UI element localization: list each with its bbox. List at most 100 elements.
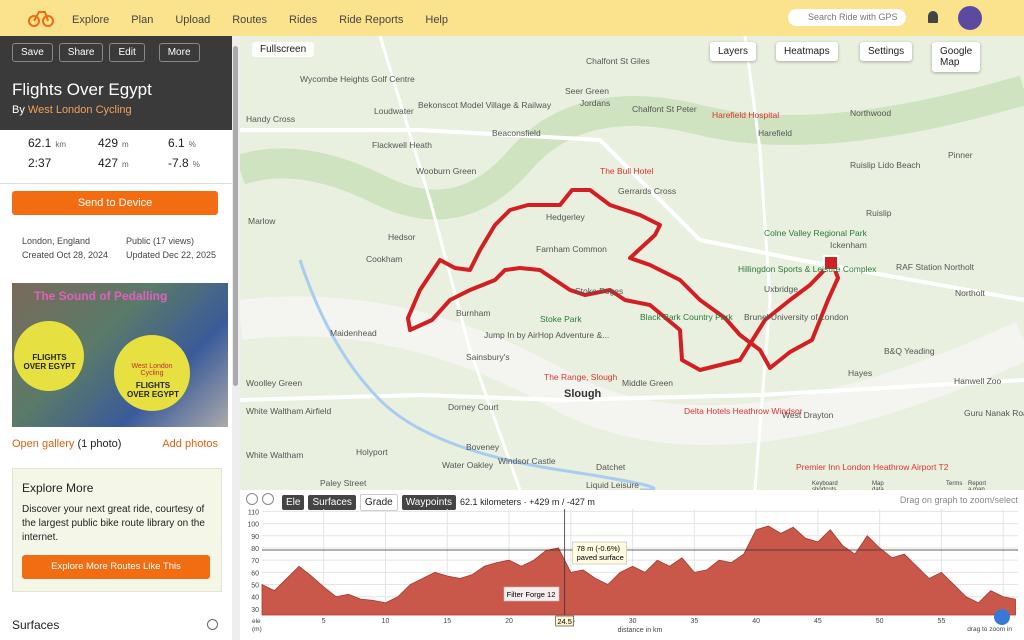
x-tick-label: 5 — [322, 618, 326, 625]
map-label: Harefield Hospital — [712, 110, 780, 120]
y-tick-label: 40 — [251, 595, 259, 602]
map-label: Paley Street — [320, 478, 367, 488]
elevation-tab[interactable]: Grade — [359, 494, 398, 511]
river — [298, 259, 656, 490]
toolbar-button[interactable]: More — [158, 43, 200, 62]
map-label: Pinner — [948, 150, 973, 160]
x-tick-label: 55 — [938, 618, 946, 625]
map-footer[interactable]: Terms — [946, 481, 963, 487]
map-label: Guru Nanak Road Gurdwara — [964, 408, 1024, 418]
search[interactable]: Search Ride with GPS — [788, 9, 906, 26]
photo-text: West London Cycling — [131, 363, 173, 377]
nav-item[interactable]: Routes — [232, 14, 268, 26]
collapse-button[interactable] — [246, 493, 258, 505]
map-label: Hedsor — [388, 232, 416, 242]
gallery: Open gallery (1 photo) — [12, 438, 121, 450]
map-label: Dorney Court — [448, 402, 499, 412]
nav-item[interactable]: Help — [425, 14, 448, 26]
nav-item[interactable]: Plan — [131, 14, 154, 26]
map-label: Harefield — [758, 128, 793, 138]
map-label: West Drayton — [782, 410, 834, 420]
nav-item[interactable]: Rides — [289, 14, 318, 26]
map-label: Holyport — [356, 447, 388, 457]
stat-value: 427 — [98, 156, 119, 170]
gallery-link[interactable]: Open gallery — [12, 438, 75, 450]
map-button[interactable]: Settings — [860, 42, 913, 61]
scrollbar[interactable] — [232, 36, 240, 640]
cursor-label: 24.5 — [557, 617, 572, 626]
map-label: Sainsbury's — [466, 352, 510, 362]
elevation-tab[interactable]: Ele — [282, 495, 305, 510]
map-label: Northwood — [850, 108, 892, 118]
map-label: Wycombe Heights Golf Centre — [300, 74, 415, 84]
map-label: Woolley Green — [246, 378, 303, 388]
map-label: Flackwell Heath — [372, 140, 432, 150]
map-button[interactable]: Layers — [710, 42, 757, 61]
map-label: Chalfont St Peter — [632, 104, 697, 114]
route — [406, 188, 840, 372]
map[interactable] — [240, 36, 1024, 490]
stat-value: 2:37 — [28, 156, 52, 170]
tooltip — [572, 541, 627, 565]
nav-item[interactable]: Ride Reports — [339, 14, 404, 26]
map-label: Ickenham — [830, 240, 867, 250]
nav-item[interactable]: Explore — [72, 14, 110, 26]
top-bar: Explore Plan Upload Routes Rides Ride Reports… — [0, 0, 1024, 36]
map-label: Slough — [564, 388, 602, 400]
meta-item: Public (17 views) — [126, 236, 195, 246]
hint: Drag on graph to zoom/select — [899, 495, 1018, 505]
map-label: Windsor Castle — [498, 456, 556, 466]
y-tick-label: 100 — [247, 522, 259, 529]
add-photos[interactable]: Add photos — [162, 438, 218, 450]
avatar[interactable] — [958, 6, 982, 30]
elevation-chart[interactable]: 3040506070809010011051015202530354045505… — [240, 490, 1024, 640]
explore-card: Explore More Discover your next great ri… — [12, 468, 222, 592]
elevation-tab[interactable]: Surfaces — [308, 495, 356, 510]
map-label: Seer Green — [565, 86, 609, 96]
logo[interactable] — [28, 9, 54, 27]
map-button[interactable]: Fullscreen — [252, 42, 315, 57]
help-button[interactable] — [994, 609, 1010, 625]
stat-value: 6.1 — [168, 136, 185, 150]
info-icon[interactable] — [207, 619, 218, 630]
bell[interactable] — [928, 11, 938, 23]
elevation-tab[interactable]: Waypoints — [401, 495, 457, 510]
y-tick-label: 90 — [251, 534, 259, 541]
toolbar-button[interactable]: Share — [58, 43, 104, 62]
tooltip-text: 78 m (-0.6%) — [577, 544, 621, 553]
toolbar-button[interactable]: Edit — [109, 43, 145, 62]
stat-unit: m — [122, 160, 129, 169]
scroll-thumb[interactable] — [233, 46, 238, 386]
map-label: Jump In by AirHop Adventure &... — [484, 330, 610, 340]
author[interactable]: West London Cycling — [27, 104, 132, 116]
photo[interactable]: The Sound of Pedalling FLIGHTS OVER EGYP… — [12, 283, 228, 427]
map-label: Colne Valley Regional Park — [764, 228, 867, 238]
map-label: Handy Cross — [246, 114, 296, 124]
stat-unit: km — [55, 140, 67, 149]
stat: -7.8% — [152, 156, 200, 170]
meta-item: London, England — [22, 236, 91, 246]
map-label: Datchet — [596, 462, 626, 472]
toolbar-button[interactable]: Save — [12, 43, 53, 62]
x-tick-label: 45 — [814, 618, 822, 625]
waypoint-box — [503, 586, 560, 602]
map-label: Chalfont St Giles — [586, 56, 650, 66]
explore-button[interactable]: Explore More Routes Like This — [22, 555, 210, 579]
expand-button[interactable] — [262, 493, 274, 505]
map-label: White Waltham — [246, 450, 304, 460]
x-tick-label: 40 — [752, 618, 760, 625]
map-button[interactable]: Google Map — [932, 42, 981, 72]
start-marker[interactable] — [823, 255, 839, 271]
map-label: Uxbridge — [764, 284, 799, 294]
explore-title: Explore More — [22, 481, 94, 495]
zoom-hint: drag to zoom in — [967, 626, 1012, 633]
send-button[interactable]: Send to Device — [12, 191, 218, 215]
x-tick-label: 10 — [382, 618, 390, 625]
map-label: Wooburn Green — [416, 166, 477, 176]
stat-value: 429 — [98, 136, 119, 150]
map-button[interactable]: Heatmaps — [776, 42, 838, 61]
nav-item[interactable]: Upload — [175, 14, 211, 26]
header: Save Share Edit More Flights Over Egypt By … — [0, 36, 232, 130]
record — [14, 321, 84, 391]
stat-unit: % — [188, 140, 196, 149]
